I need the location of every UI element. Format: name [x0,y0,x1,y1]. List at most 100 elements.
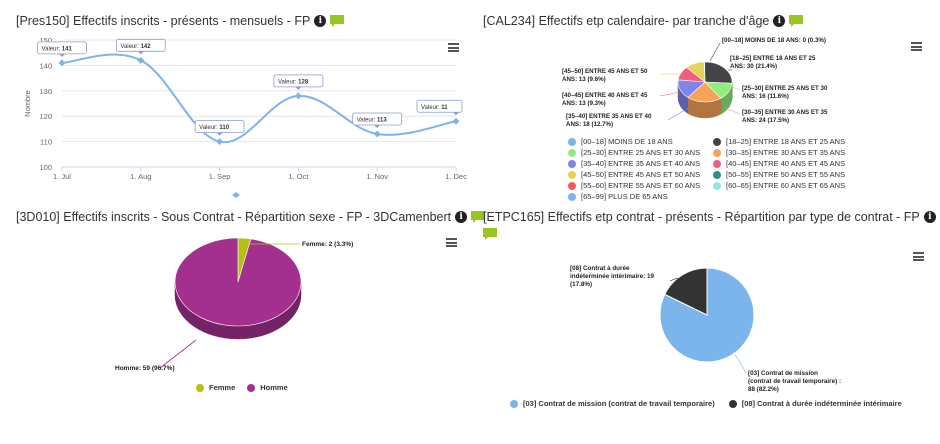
data-point [137,56,145,64]
panel-tranche-age: [CAL234] Effectifs etp calendaire- par t… [470,0,940,210]
data-label: Valeur: 110 [194,120,245,136]
data-label-mission: 88 (82.2%) [748,386,779,393]
legend-label: [00–18] MOINS DE 18 ANS [581,137,673,146]
legend-item[interactable]: [60–65] ENTRE 60 ANS ET 65 ANS [713,180,873,191]
data-label-age-6b: ANS: 13 (9.6%) [562,76,606,83]
data-label-age-2b: ANS: 16 (11.6%) [742,93,789,100]
panel-title-row: [Pres150] Effectifs inscrits - présents … [16,14,345,28]
legend-item[interactable]: [65–99] PLUS DE 65 ANS [568,191,713,202]
legend-label: [65–99] PLUS DE 65 ANS [581,192,668,201]
legend-item[interactable]: [40–45] ENTRE 40 ANS ET 45 ANS [713,158,873,169]
data-label-age-5b: ANS: 13 (9.3%) [562,100,606,107]
sexe-legend: Femme Homme [196,382,288,393]
age-legend: [00–18] MOINS DE 18 ANS [18–25] ENTRE 18 … [568,136,888,202]
legend-item[interactable]: [25–30] ENTRE 25 ANS ET 30 ANS [568,147,713,158]
legend-label: [03] Contrat de mission (contrat de trav… [523,399,715,408]
panel-title-row: [CAL234] Effectifs etp calendaire- par t… [483,14,804,28]
data-label-age-3: [30–35] ENTRE 30 ANS ET 35 [742,109,828,116]
connector [709,42,721,62]
legend-marker [196,383,204,392]
info-icon[interactable]: i [455,211,468,223]
data-point [452,117,460,125]
comment-icon[interactable] [483,227,497,240]
panel-title: [Pres150] Effectifs inscrits - présents … [16,14,311,28]
menu-icon[interactable] [911,42,922,51]
legend-label: [25–30] ENTRE 25 ANS ET 30 ANS [581,148,701,157]
legend-item[interactable]: [18–25] ENTRE 18 ANS ET 25 ANS [713,136,873,147]
x-tick-label: 1. Aug [130,172,151,181]
data-label-age-2: [25–30] ENTRE 25 ANS ET 30 [742,85,828,92]
legend-item[interactable]: [55–60] ENTRE 55 ANS ET 60 ANS [568,180,713,191]
menu-icon[interactable] [448,43,459,52]
legend-item[interactable]: [00–18] MOINS DE 18 ANS [568,136,713,147]
info-icon[interactable]: i [314,15,327,27]
legend-marker [510,399,518,408]
panel-title: [3D010] Effectifs inscrits - Sous Contra… [16,210,452,224]
connector [159,339,197,369]
legend-item[interactable]: [30–35] ENTRE 30 ANS ET 35 ANS [713,147,873,158]
y-axis-label: Nombre [23,90,32,117]
legend-label: [50–55] ENTRE 50 ANS ET 55 ANS [726,170,846,179]
comment-icon[interactable] [789,15,804,27]
legend-label: [35–40] ENTRE 35 ANS ET 40 ANS [581,159,701,168]
data-label-cdi: indéterminée intérimaire: 19 [570,273,654,280]
legend-item[interactable]: Femme [196,382,235,393]
age-pie-chart: [00–18] MOINS DE 18 ANS: 0 (0.3%) [18–25]… [562,37,828,128]
data-label-age-1b: ANS: 30 (21.4%) [730,63,777,70]
menu-icon[interactable] [446,238,457,247]
comment-icon[interactable] [471,211,486,223]
menu-icon[interactable] [913,252,924,261]
comment-icon[interactable] [330,15,345,27]
legend-marker [568,170,576,179]
data-label-pointer [59,53,65,57]
panel-title-row: [ETPC165] Effectifs etp contrat - présen… [483,210,936,224]
connector [667,107,689,121]
legend-label: [40–45] ENTRE 40 ANS ET 45 ANS [726,159,846,168]
data-label: Valeur: 128 [273,74,324,90]
legend-item[interactable]: [50–55] ENTRE 50 ANS ET 55 ANS [713,169,873,180]
legend-label: [45–50] ENTRE 45 ANS ET 50 ANS [581,170,701,179]
legend-marker [713,148,721,157]
pie-slice [664,267,708,316]
line-chart: 100 110 120 130 140 150 1. Jul 1. Aug 1. Sep 1. O… [23,36,467,198]
panel-repartition-sexe: [3D010] Effectifs inscrits - Sous Contra… [0,210,486,444]
data-label-pointer [295,86,302,90]
data-point [216,138,224,146]
data-label-age-1: [18–25] ENTRE 18 ANS ET 25 [730,55,816,62]
data-point [58,59,66,67]
legend-label: [30–35] ENTRE 30 ANS ET 35 ANS [726,148,846,157]
y-tick-label: 110 [40,138,52,147]
data-label-text: Valeur: 142 [120,44,151,50]
data-label-cdi: [08] Contrat à durée [570,265,630,272]
data-label-age-4b: ANS: 18 (12.7%) [566,121,613,128]
y-tick-label: 120 [39,112,52,121]
legend-item[interactable]: [03] Contrat de mission (contrat de trav… [510,398,715,409]
info-icon[interactable]: i [773,15,786,27]
y-tick-label: 130 [39,87,52,96]
legend-item[interactable]: [45–50] ENTRE 45 ANS ET 50 ANS [568,169,713,180]
legend-label: [18–25] ENTRE 18 ANS ET 25 ANS [726,137,846,146]
data-label: Valeur: 142 [115,38,166,55]
legend-item[interactable]: [08] Contrat à durée indéterminée intéri… [728,398,902,409]
legend-label: Homme [260,383,288,392]
y-tick-label: 100 [39,163,52,172]
legend-item[interactable]: Homme [247,382,288,393]
panel-title: [ETPC165] Effectifs etp contrat - présen… [483,210,920,224]
data-label-pointer [374,124,381,128]
data-label-pointer [453,112,459,116]
legend-marker [568,148,576,157]
data-label: Valeur: 141 [37,41,87,57]
x-tick-label: 1. Sep [209,172,231,181]
x-tick-label: 1. Dec [445,172,467,181]
series-line [61,53,457,144]
legend-item[interactable]: [35–40] ENTRE 35 ANS ET 40 ANS [568,158,713,169]
panel-type-contrat: [ETPC165] Effectifs etp contrat - présen… [470,210,940,444]
data-label-text: Valeur: 128 [278,79,309,85]
info-icon[interactable]: i [923,211,936,223]
contrat-legend: [03] Contrat de mission (contrat de trav… [510,398,902,409]
legend-label: [55–60] ENTRE 55 ANS ET 60 ANS [581,181,701,190]
panel-effectifs-mensuels: [Pres150] Effectifs inscrits - présents … [0,0,470,210]
pie-slice [704,61,733,84]
pie-slice [687,81,722,103]
